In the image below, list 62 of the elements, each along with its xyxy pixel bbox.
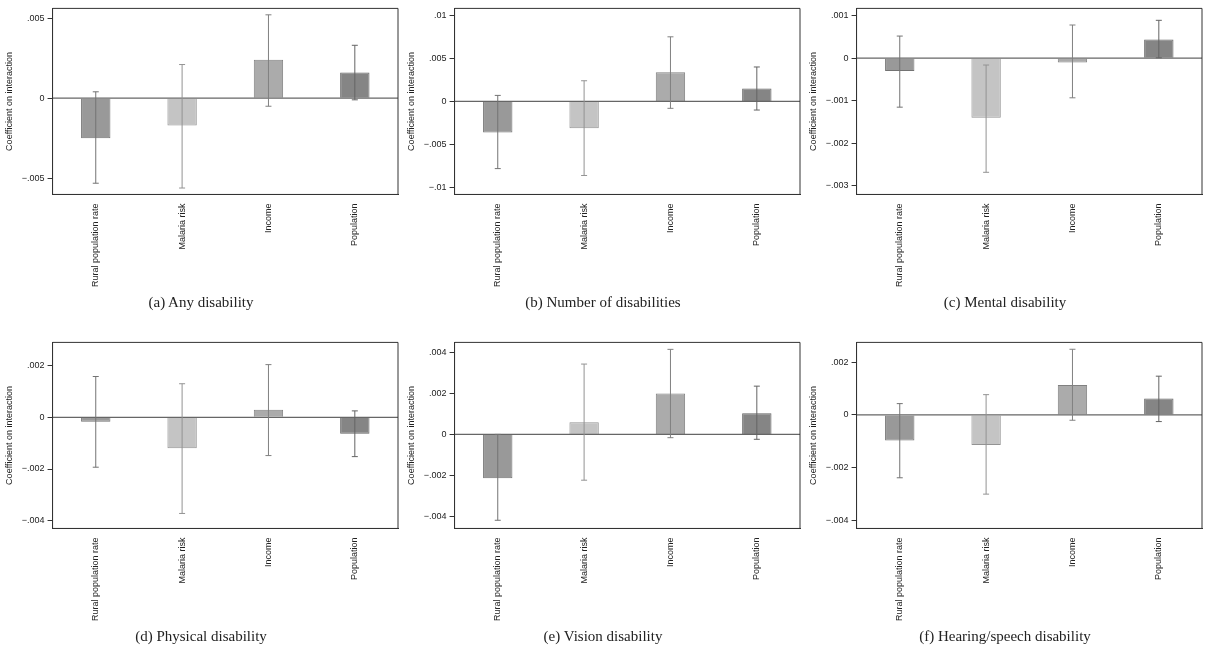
y-axis-title: Coefficient on interaction bbox=[405, 51, 416, 151]
y-tick-label: −.002 bbox=[423, 469, 447, 480]
x-tick-label: Population bbox=[1153, 537, 1164, 580]
x-tick-label: Malaria risk bbox=[176, 202, 187, 250]
x-tick-label: Rural population rate bbox=[492, 537, 503, 622]
y-axis-title: Coefficient on interaction bbox=[3, 385, 14, 485]
y-tick-label: .002 bbox=[429, 388, 447, 398]
y-axis-title: Coefficient on interaction bbox=[807, 51, 818, 151]
y-tick-label: −.004 bbox=[423, 510, 447, 521]
y-tick-label: −.004 bbox=[825, 515, 849, 526]
y-tick-label: −.01 bbox=[428, 182, 447, 193]
x-tick-label: Malaria risk bbox=[176, 536, 187, 584]
x-tick-label: Income bbox=[262, 537, 273, 567]
x-tick-label: Population bbox=[751, 203, 762, 246]
x-tick-label: Income bbox=[1066, 537, 1077, 567]
y-tick-label: 0 bbox=[39, 92, 45, 103]
y-tick-label: −.002 bbox=[825, 137, 849, 148]
text: (c) Mental disability bbox=[942, 294, 1068, 311]
y-tick-label: −.002 bbox=[825, 462, 849, 473]
x-tick-label: Population bbox=[751, 537, 762, 580]
x-tick-label: Rural population rate bbox=[492, 203, 503, 288]
y-tick-label: 0 bbox=[39, 411, 45, 422]
y-tick-label: −.004 bbox=[21, 515, 45, 526]
x-tick-label: Population bbox=[349, 537, 360, 580]
x-tick-label: Malaria risk bbox=[980, 536, 991, 584]
y-tick-label: .005 bbox=[27, 12, 45, 23]
y-tick-label: 0 bbox=[843, 52, 849, 63]
y-tick-label: .001 bbox=[831, 10, 849, 21]
x-tick-label: Rural population rate bbox=[894, 203, 905, 288]
x-tick-label: Rural population rate bbox=[90, 203, 101, 288]
text: (f) Hearing/speech disability bbox=[918, 628, 1092, 645]
y-tick-label: .01 bbox=[434, 9, 447, 20]
y-axis-title: Coefficient on interaction bbox=[405, 385, 416, 485]
y-tick-label: −.003 bbox=[825, 180, 849, 191]
text: (a) Any disability bbox=[147, 294, 255, 311]
y-tick-label: 0 bbox=[843, 409, 849, 420]
y-axis-title: Coefficient on interaction bbox=[3, 51, 14, 151]
y-axis-title: Coefficient on interaction bbox=[807, 385, 818, 485]
x-tick-label: Malaria risk bbox=[578, 536, 589, 584]
y-tick-label: −.005 bbox=[21, 172, 45, 183]
y-tick-label: .005 bbox=[429, 52, 447, 63]
y-tick-label: .004 bbox=[429, 347, 447, 358]
text: (b) Number of disabilities bbox=[524, 294, 682, 311]
x-tick-label: Income bbox=[1066, 203, 1077, 233]
y-tick-label: 0 bbox=[441, 95, 447, 106]
y-tick-label: 0 bbox=[441, 428, 447, 439]
x-tick-label: Rural population rate bbox=[90, 537, 101, 622]
x-tick-label: Malaria risk bbox=[980, 202, 991, 250]
y-tick-label: −.001 bbox=[825, 95, 849, 106]
x-tick-label: Population bbox=[349, 203, 360, 246]
y-tick-label: −.002 bbox=[21, 463, 45, 474]
x-tick-label: Income bbox=[664, 203, 675, 233]
y-tick-label: −.005 bbox=[423, 138, 447, 149]
text: (e) Vision disability bbox=[542, 628, 664, 645]
x-tick-label: Income bbox=[664, 537, 675, 567]
text: (d) Physical disability bbox=[134, 628, 268, 645]
x-tick-label: Malaria risk bbox=[578, 202, 589, 250]
y-tick-label: .002 bbox=[831, 356, 849, 367]
x-tick-label: Population bbox=[1153, 203, 1164, 246]
x-tick-label: Income bbox=[262, 203, 273, 233]
y-tick-label: .002 bbox=[27, 360, 45, 371]
x-tick-label: Rural population rate bbox=[894, 537, 905, 622]
